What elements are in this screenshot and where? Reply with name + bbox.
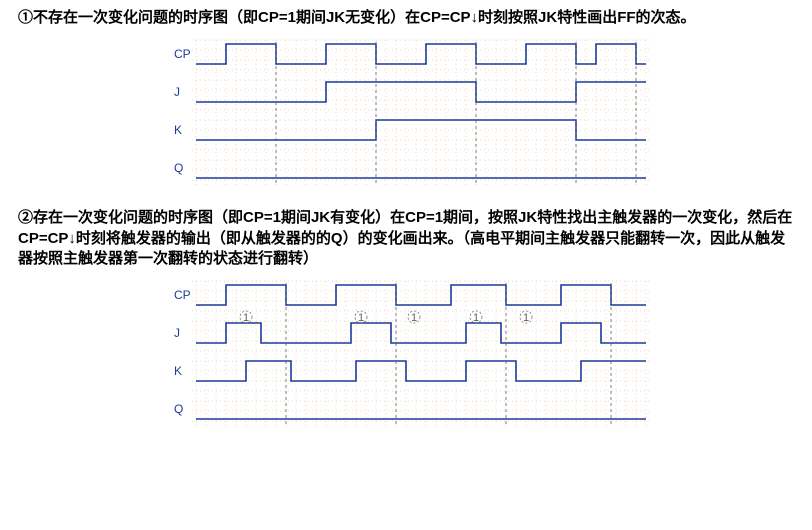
section1-text: ①不存在一次变化问题的时序图（即CP=1期间JK无变化）在CP=CP↓时刻按照J… bbox=[18, 8, 794, 28]
svg-text:1: 1 bbox=[523, 312, 529, 324]
q-label: Q bbox=[174, 161, 183, 175]
q-label: Q bbox=[174, 402, 183, 416]
section2-text: ②存在一次变化问题的时序图（即CP=1期间JK有变化）在CP=1期间，按照JK特… bbox=[18, 208, 794, 269]
j-wave bbox=[196, 323, 646, 343]
cp-label: CP bbox=[174, 288, 191, 302]
diagram1-wrap: CP J K Q bbox=[18, 34, 794, 194]
j-wave bbox=[196, 82, 646, 102]
svg-text:1: 1 bbox=[473, 312, 479, 324]
svg-text:1: 1 bbox=[411, 312, 417, 324]
timing-diagram-2: CP J K Q 1 1 1 1 1 bbox=[146, 275, 666, 435]
cp-wave bbox=[196, 285, 646, 305]
k-label: K bbox=[174, 123, 182, 137]
k-label: K bbox=[174, 364, 182, 378]
j-label: J bbox=[174, 326, 180, 340]
cp-label: CP bbox=[174, 47, 191, 61]
annotation: 1 bbox=[240, 311, 252, 324]
cp-wave bbox=[196, 44, 646, 64]
annotation: 1 bbox=[355, 311, 367, 324]
j-label: J bbox=[174, 85, 180, 99]
timing-diagram-1: CP J K Q bbox=[146, 34, 666, 194]
svg-text:1: 1 bbox=[243, 312, 249, 324]
svg-text:1: 1 bbox=[358, 312, 364, 324]
annotation: 1 bbox=[520, 311, 532, 324]
annotation: 1 bbox=[408, 311, 420, 324]
diagram2-wrap: CP J K Q 1 1 1 1 1 bbox=[18, 275, 794, 435]
annotation: 1 bbox=[470, 311, 482, 324]
